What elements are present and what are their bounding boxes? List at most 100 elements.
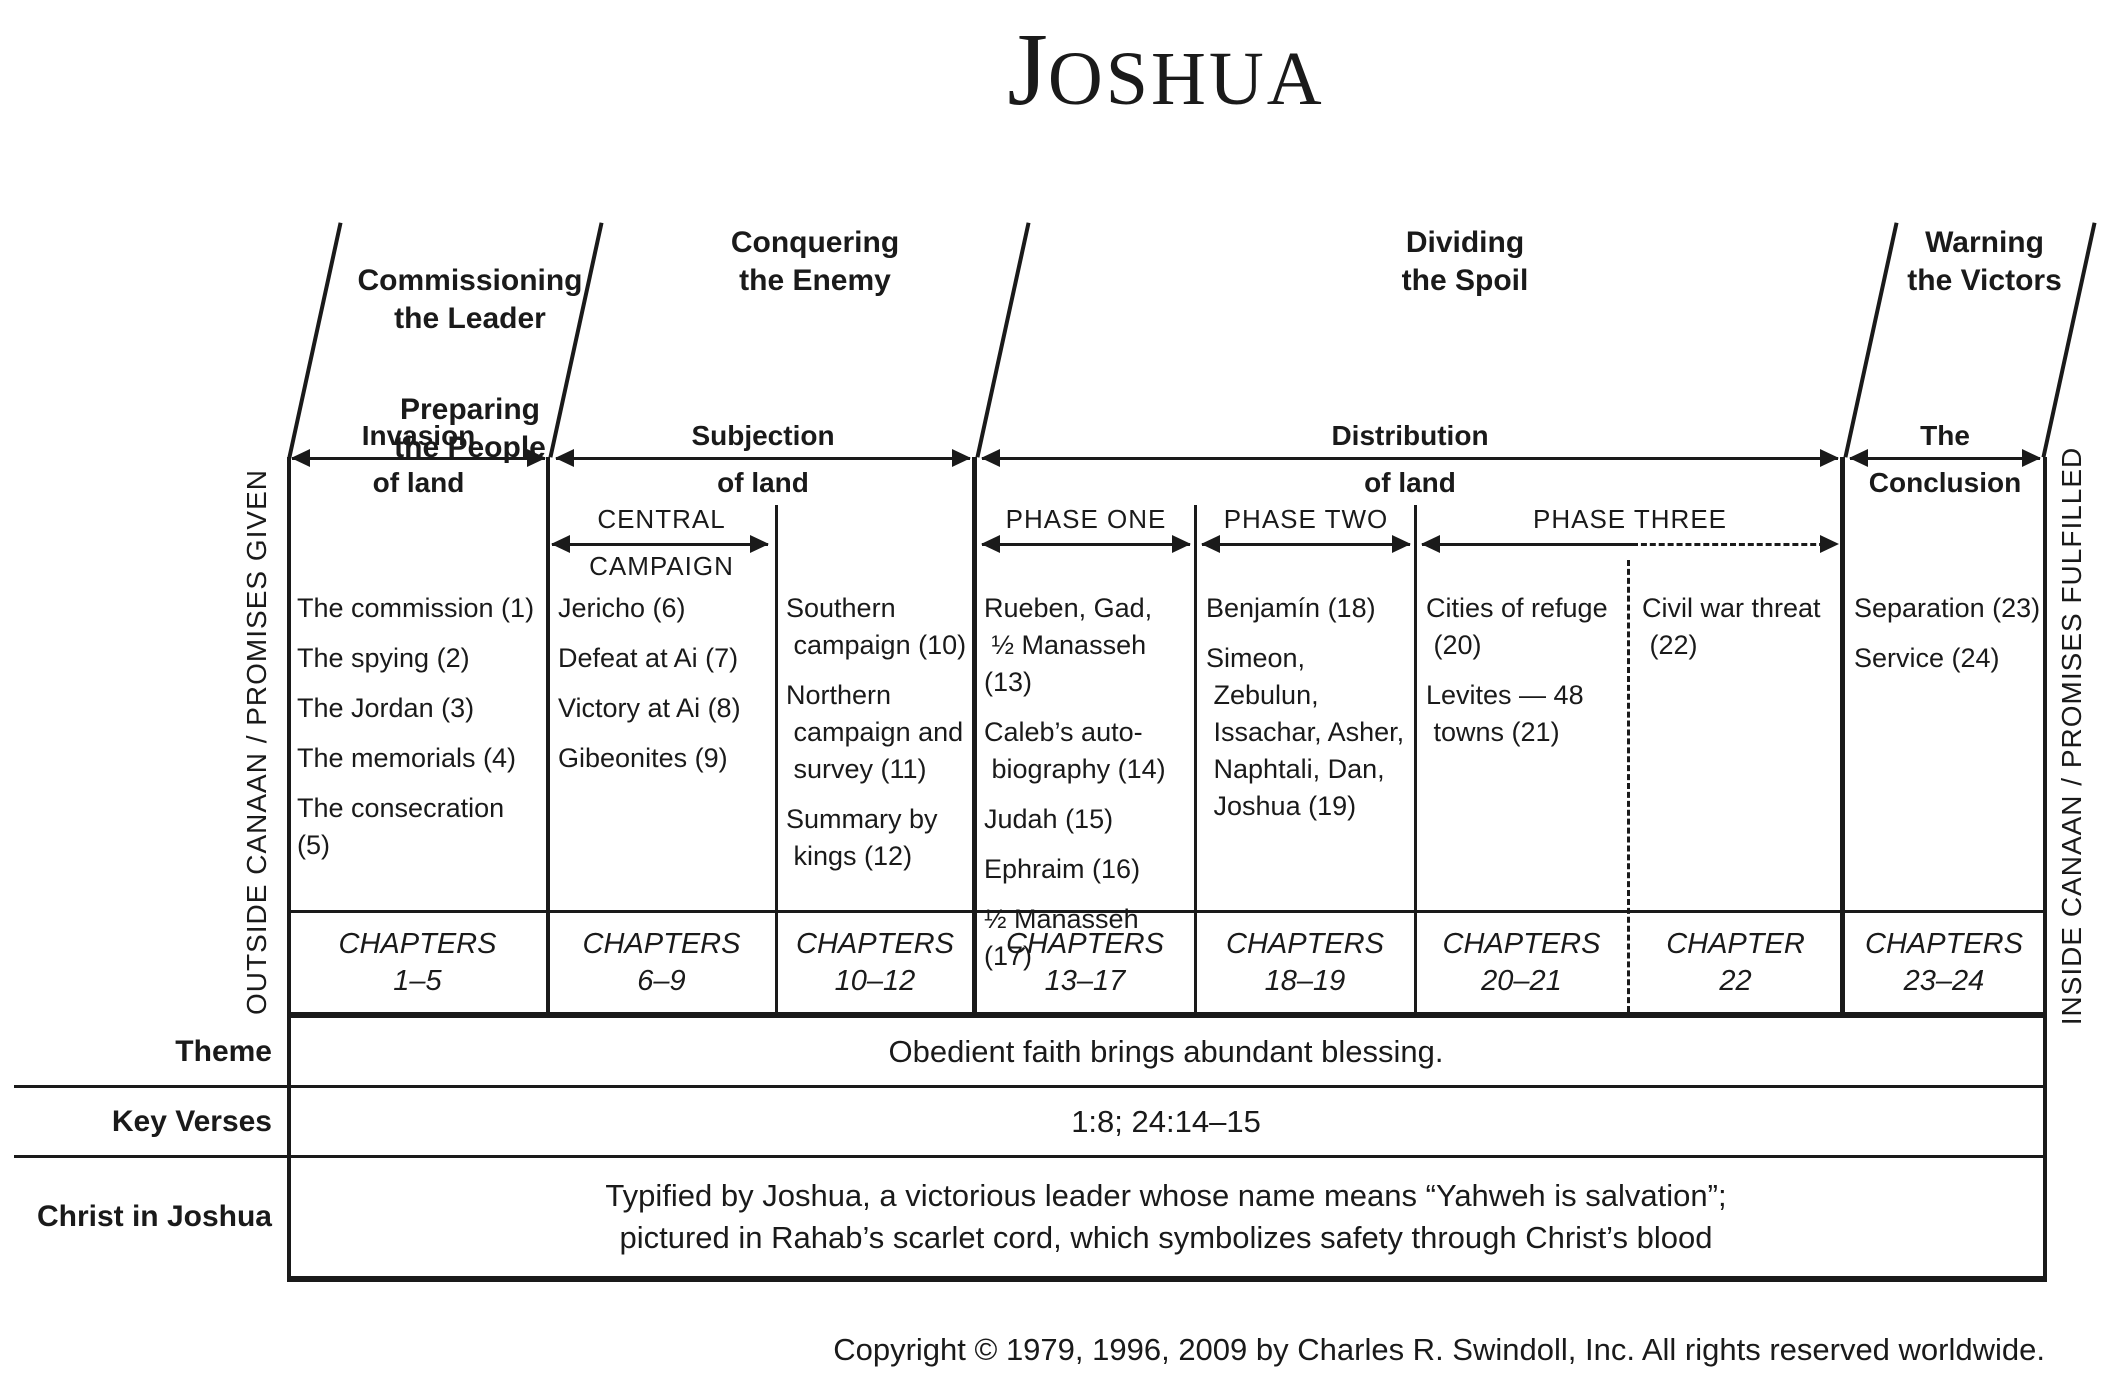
phase-two-label: PHASE TWO [1223,504,1389,534]
keyverses-row-value: 1:8; 24:14–15 [1071,1103,1261,1139]
divider-phase1-phase2 [1194,505,1197,1014]
distribution-arrow [981,449,1839,467]
central-campaign-arrow [551,535,769,553]
span-label-distribution-2: of land [1364,467,1456,498]
chapters-cell-6: CHAPTERS 20–21 [1415,913,1628,1012]
phase-three-arrow-solid [1422,543,1632,546]
table-right-border [2043,457,2047,1282]
conclusion-arrow [1849,449,2041,467]
divider-phase2-phase3 [1414,505,1417,1014]
chapters-cell-8: CHAPTERS 23–24 [1843,913,2045,1012]
central-label: CENTRAL [597,504,726,534]
phase-one-arrow [981,535,1191,553]
table-left-border [287,457,291,1282]
column-phase-one-list: Rueben, Gad, ½ Manasseh (13) Caleb’s auto… [984,590,1192,988]
column-invasion-list: The commission (1) The spying (2) The Jord… [297,590,542,877]
phase-two-arrow [1201,535,1411,553]
column-phase-three-a-list: Cities of refuge (20) Levites — 48 towns … [1426,590,1624,764]
list-item: The spying (2) [297,643,470,673]
chapters-range: 20–21 [1481,964,1562,997]
chapters-word: CHAPTERS [582,927,741,960]
span-label-subjection: Subjection [691,420,835,451]
list-item: The memorials (4) [297,743,517,773]
span-label-distribution: Distribution [1331,420,1489,451]
chapters-cell-1: CHAPTERS 1–5 [287,913,548,1012]
christ-row-label: Christ in Joshua [36,1200,272,1233]
section-header-warning: Warning the Victors [1907,226,2062,297]
chapters-range: 23–24 [1903,964,1985,997]
chapters-cell-4: CHAPTERS 13–17 [975,913,1195,1012]
list-item: Benjamín (18) [1206,593,1376,623]
section-header-conquering: Conquering the Enemy [730,226,900,297]
chapters-cell-7: CHAPTER 22 [1628,913,1843,1012]
chapters-word: CHAPTERS [796,927,954,960]
list-item: Cities of refuge (20) [1426,593,1608,660]
divider-col1-col2 [546,457,550,1014]
copyright-line: Copyright © 1979, 1996, 2009 by Charles … [833,1332,2045,1367]
phase-three-arrow [1421,535,1839,553]
phase-three-arrow-dashed [1632,543,1834,546]
chapters-range: 10–12 [834,964,916,997]
span-label-conclusion: The [1920,420,1970,451]
list-item: ½ Manasseh (17) [984,904,1147,971]
chapters-cell-3: CHAPTERS 10–12 [775,913,975,1012]
column-campaigns-list: Southern campaign (10) Northern campaign … [786,590,972,888]
list-item: Defeat at Ai (7) [558,643,739,673]
chapters-word: CHAPTERS [1865,927,2023,960]
list-item: Victory at Ai (8) [558,693,741,723]
chapters-row-top-rule [287,910,2045,913]
list-item: Service (24) [1854,643,2000,673]
span-label-invasion: Invasion [361,420,476,451]
chapters-range: 18–19 [1264,964,1346,997]
column-phase-three-b-list: Civil war threat (22) [1642,590,1840,677]
keyverses-row-rule [14,1155,2045,1158]
column-conclusion-list: Separation (23) Service (24) [1854,590,2042,690]
table-body-bottom-rule [287,1012,2045,1018]
divider-central-south [775,505,778,1014]
list-item: Simeon, Zebulun, Issachar, Asher, Naphta… [1206,643,1405,821]
campaign-label: CAMPAIGN [589,551,734,581]
divider-col3-col4 [1840,457,1845,1014]
chapters-cell-2: CHAPTERS 6–9 [548,913,775,1012]
chapters-word: CHAPTERS [338,927,497,960]
list-item: Judah (15) [984,804,1114,834]
chapters-cell-5: CHAPTERS 18–19 [1195,913,1415,1012]
title-initial: J [1007,12,1048,127]
list-item: Summary by kings (12) [786,804,938,871]
theme-row-rule [14,1085,2045,1088]
phase-three-label: PHASE THREE [1532,504,1727,534]
chapters-range: 22 [1719,964,1752,997]
divider-col2-col3 [972,457,977,1014]
page-title: JOSHUA [287,18,2045,131]
chapters-word: CHAPTER [1666,927,1805,960]
column-phase-two-list: Benjamín (18) Simeon, Zebulun, Issachar, … [1206,590,1412,838]
title-rest: OSHUA [1047,37,1325,121]
list-item: Civil war threat (22) [1642,593,1821,660]
side-label-inside-canaan: INSIDE CANAAN / PROMISES FULFILLED [2056,446,2087,1026]
list-item: Caleb’s auto- biography (14) [984,717,1166,784]
section-title: Commissioning the Leader [357,264,583,335]
section-header-dividing: Dividing the Spoil [1401,226,1529,297]
subjection-arrow [555,449,971,467]
list-item: Rueben, Gad, ½ Manasseh (13) [984,593,1153,697]
list-item: The consecration (5) [297,793,512,860]
chapters-word: CHAPTERS [1226,927,1384,960]
chapters-range: 13–17 [1044,964,1126,997]
list-item: Jericho (6) [558,593,686,623]
theme-row-value: Obedient faith brings abundant blessing. [888,1033,1444,1069]
christ-row-value: Typified by Joshua, a victorious leader … [605,1178,1727,1255]
span-label-conclusion-2: Conclusion [1868,467,2022,498]
list-item: Levites — 48 towns (21) [1426,680,1584,747]
chapters-range: 6–9 [637,964,686,997]
chapters-range: 1–5 [393,964,442,997]
theme-row-label: Theme [175,1034,272,1068]
chapters-word: CHAPTERS [1442,927,1601,960]
list-item: Gibeonites (9) [558,743,728,773]
invasion-arrow [291,449,546,467]
chapters-word: CHAPTERS [1006,927,1164,960]
phase-one-label: PHASE ONE [1005,504,1167,534]
span-label-subjection-2: of land [717,467,809,498]
span-label-invasion-2: of land [372,467,465,498]
divider-dashed-chapter22 [1627,560,1630,1012]
